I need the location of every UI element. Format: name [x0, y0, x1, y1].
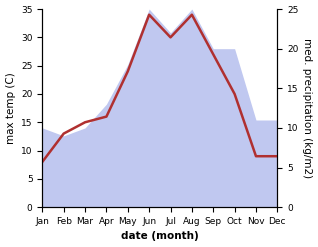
Y-axis label: max temp (C): max temp (C)	[5, 72, 16, 144]
Y-axis label: med. precipitation (kg/m2): med. precipitation (kg/m2)	[302, 38, 313, 178]
X-axis label: date (month): date (month)	[121, 231, 199, 242]
